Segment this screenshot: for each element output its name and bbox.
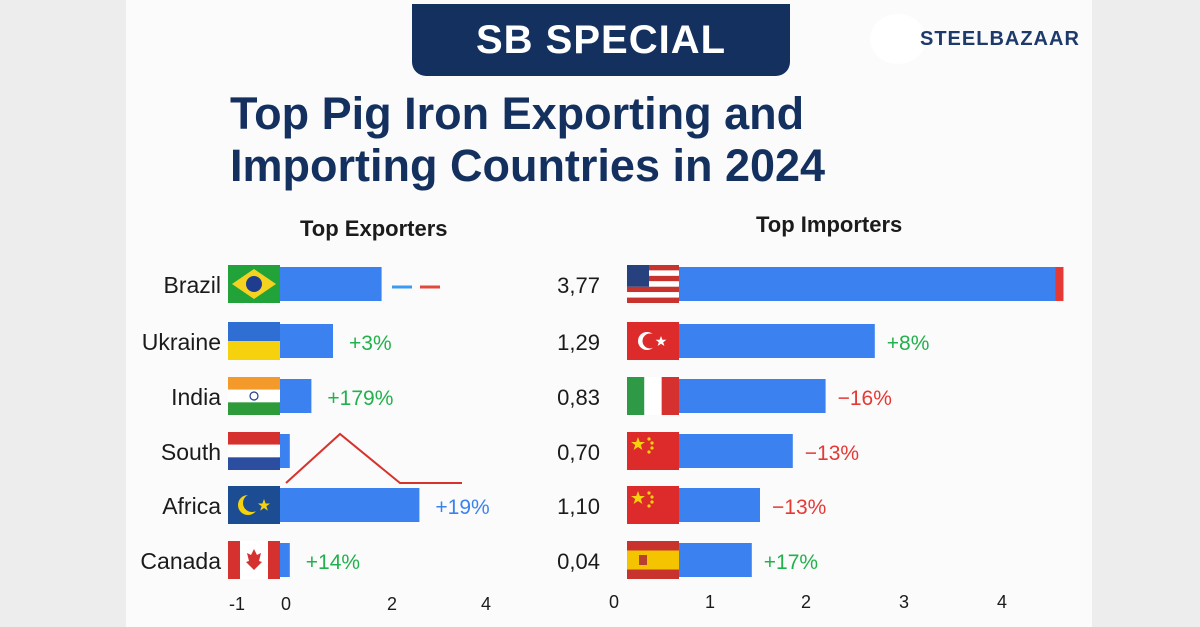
sb-special-banner: SB SPECIAL xyxy=(412,4,790,76)
exporters-heading: Top Exporters xyxy=(300,216,448,241)
importer-bar xyxy=(678,267,1064,301)
exporter-x-tick: 0 xyxy=(281,594,291,614)
china-flag-icon xyxy=(627,432,679,470)
title-line-1: Top Pig Iron Exporting and xyxy=(230,88,805,139)
importer-change-label: −13% xyxy=(772,496,826,519)
importer-value-label: 1,10 xyxy=(557,494,600,519)
importer-bar-accent xyxy=(1055,267,1064,301)
india-flag-icon xyxy=(228,377,280,415)
exporter-x-tick: 4 xyxy=(481,594,491,614)
exporter-country-label: South xyxy=(161,439,221,465)
importer-value-label: 1,29 xyxy=(557,330,600,355)
importer-value-label: 0,04 xyxy=(557,549,600,574)
importer-change-label: −13% xyxy=(805,442,859,465)
ukraine-flag-icon xyxy=(228,322,280,360)
brazil-flag-icon xyxy=(228,265,280,303)
steelbazaar-logo: STEELBAZAAR xyxy=(870,14,1090,64)
china-flag-icon xyxy=(627,486,679,524)
importer-x-tick: 1 xyxy=(705,592,715,612)
importer-bar xyxy=(678,434,793,468)
exporter-country-label: Africa xyxy=(162,493,221,519)
importer-x-tick: 4 xyxy=(997,592,1007,612)
canada-flag-icon xyxy=(228,541,280,579)
page-title: Top Pig Iron Exporting and Importing Cou… xyxy=(230,88,990,192)
importer-value-label: 0,83 xyxy=(557,385,600,410)
exporter-country-label: India xyxy=(171,384,221,410)
exporter-change-label: +179% xyxy=(327,387,393,410)
exporter-change-label: +14% xyxy=(306,551,360,574)
exporter-bar xyxy=(279,324,333,358)
importer-x-tick: 0 xyxy=(609,592,619,612)
crescent-star-flag-icon xyxy=(228,486,280,524)
importer-bar xyxy=(678,324,875,358)
trend-line xyxy=(285,432,462,484)
importer-x-tick: 2 xyxy=(801,592,811,612)
logo-mark xyxy=(870,14,926,64)
exporter-country-label: Canada xyxy=(140,548,221,574)
importer-value-label: 0,70 xyxy=(557,440,600,465)
turkey-flag-icon xyxy=(627,322,679,360)
exporter-bar xyxy=(279,434,290,468)
usa-flag-icon xyxy=(627,265,679,303)
exporter-bar xyxy=(279,267,382,301)
exporter-bar xyxy=(279,379,312,413)
exporter-change-label: +19% xyxy=(435,496,489,519)
importer-change-label: −16% xyxy=(838,387,892,410)
importer-change-label: +17% xyxy=(764,551,818,574)
netherlands-flag-icon xyxy=(228,432,280,470)
exporter-x-tick: -1 xyxy=(229,594,245,614)
importer-x-tick: 3 xyxy=(899,592,909,612)
exporter-country-label: Brazil xyxy=(163,272,221,298)
logo-text: STEELBAZAAR xyxy=(920,28,1080,50)
infographic-card xyxy=(126,0,1092,627)
exporter-country-label: Ukraine xyxy=(142,329,221,355)
exporter-x-tick: 2 xyxy=(387,594,397,614)
importer-value-label: 3,77 xyxy=(557,273,600,298)
exporter-bar xyxy=(279,543,290,577)
banner-label: SB SPECIAL xyxy=(475,17,727,62)
exporter-change-label: +3% xyxy=(349,332,392,355)
importers-heading: Top Importers xyxy=(756,212,903,237)
importer-bar xyxy=(678,488,760,522)
title-line-2: Importing Countries in 2024 xyxy=(230,140,826,191)
importer-bar xyxy=(678,543,752,577)
importer-change-label: +8% xyxy=(887,332,930,355)
italy-flag-icon xyxy=(627,377,679,415)
importer-bar xyxy=(678,379,826,413)
spain-flag-icon xyxy=(627,541,679,579)
exporter-bar xyxy=(279,488,420,522)
